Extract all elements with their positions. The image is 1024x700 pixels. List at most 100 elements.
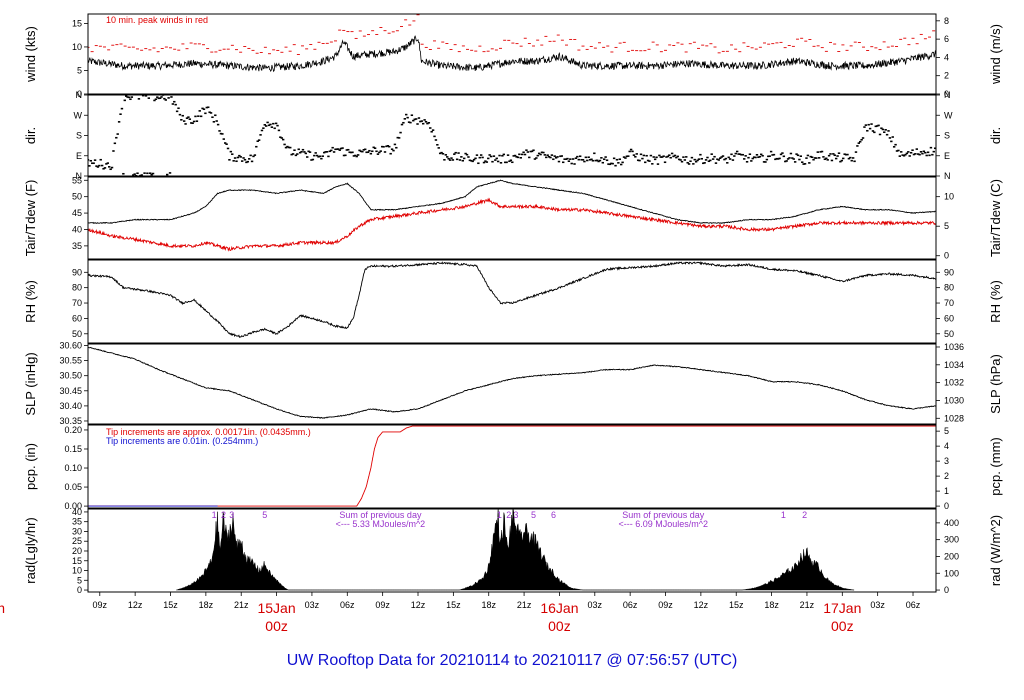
right-tick-label: 70	[944, 298, 954, 308]
left-tick-label: 30.45	[59, 386, 82, 396]
dir-series-0	[88, 95, 936, 176]
x-tick-label: 21z	[234, 600, 249, 610]
right-tick-label: 90	[944, 267, 954, 277]
left-tick-label: 10	[72, 42, 82, 52]
chart-title: UW Rooftop Data for 20210114 to 20210117…	[287, 652, 738, 669]
panel-frame-rad	[87, 508, 937, 593]
right-tick-label: 0	[944, 585, 949, 595]
x-tick-label: 09z	[658, 600, 673, 610]
left-tick-label: 0.00	[64, 501, 82, 511]
pcp-note: Tip increments are approx. 0.00171in. (0…	[106, 427, 311, 437]
x-tick-label: 09z	[375, 600, 390, 610]
right-tick-label: 1032	[944, 378, 964, 388]
right-tick-label: 300	[944, 535, 959, 545]
left-tick-label: 50	[72, 329, 82, 339]
right-tick-label: 100	[944, 568, 959, 578]
right-axis-label: pcp. (mm)	[988, 437, 1003, 496]
right-tick-label: 0	[944, 251, 949, 261]
right-axis-label: rad (W/m^2)	[988, 515, 1003, 586]
right-tick-label: W	[944, 110, 953, 120]
day-sum-label: Sum of previous day	[622, 510, 705, 520]
right-axis-label: wind (m/s)	[988, 24, 1003, 85]
left-tick-label: 30.60	[59, 341, 82, 351]
panel-wind: 0 5 10 15 0 2 4 6 8 wind (kts) wind (m/s) 10 min. p…	[23, 13, 1003, 99]
hour-marker: 2	[221, 510, 226, 520]
right-tick-label: 2	[944, 471, 949, 481]
tair-series-1	[88, 197, 936, 252]
day-label: 17Jan	[823, 600, 861, 616]
right-tick-label: 3	[944, 456, 949, 466]
left-tick-label: 35	[72, 241, 82, 251]
x-tick-label: 18z	[764, 600, 779, 610]
right-tick-label: 1036	[944, 342, 964, 352]
right-tick-label: 0	[944, 501, 949, 511]
right-axis-tair: 0 5 10	[936, 192, 954, 261]
right-tick-label: 0	[944, 89, 949, 99]
left-tick-label: 30.50	[59, 371, 82, 381]
hour-marker: 5	[531, 510, 536, 520]
right-tick-label: 1030	[944, 395, 964, 405]
left-tick-label: 70	[72, 298, 82, 308]
left-axis-label: dir.	[23, 127, 38, 144]
panel-frame-dir	[87, 94, 937, 177]
pcp-note: Tip increments are 0.01in. (0.254mm.)	[106, 436, 258, 446]
right-tick-label: 2	[944, 71, 949, 81]
x-tick-label: 21z	[800, 600, 815, 610]
left-axis-label: rad(Lgly/hr)	[23, 517, 38, 583]
left-axis-tair: 35 40 45 50 55	[72, 175, 88, 251]
left-tick-label: E	[76, 151, 82, 161]
left-axis-slp: 30.35 30.40 30.45 30.50 30.55 30.60	[59, 341, 88, 426]
left-tick-label: 15	[72, 556, 82, 566]
hour-marker: 6	[551, 510, 556, 520]
left-tick-label: 40	[72, 507, 82, 517]
hour-marker: 3	[513, 510, 518, 520]
right-axis-label: dir.	[988, 127, 1003, 144]
left-tick-label: 15	[72, 18, 82, 28]
hour-marker: 2	[506, 510, 511, 520]
right-axis-label: SLP (hPa)	[988, 354, 1003, 414]
right-tick-label: 1028	[944, 413, 964, 423]
right-tick-label: 1	[944, 486, 949, 496]
panel-frame-rh	[87, 259, 937, 344]
plot-area-dir	[88, 95, 936, 176]
left-tick-label: 0.10	[64, 463, 82, 473]
x-tick-label: 06z	[623, 600, 638, 610]
x-tick-label: 09z	[93, 600, 108, 610]
right-tick-label: 400	[944, 518, 959, 528]
right-axis-pcp: 0 1 2 3 4 5	[936, 426, 949, 511]
left-tick-label: 35	[72, 517, 82, 527]
x-tick-label: 15z	[446, 600, 461, 610]
right-tick-label: 1034	[944, 360, 964, 370]
left-tick-label: 30	[72, 526, 82, 536]
left-axis-label: RH (%)	[23, 280, 38, 323]
hour-marker: 5	[262, 510, 267, 520]
plot-area-pcp	[88, 425, 936, 507]
panel-frame-pcp	[87, 424, 937, 509]
wind-series-1	[88, 14, 936, 55]
right-tick-label: E	[944, 151, 950, 161]
right-tick-label: 50	[944, 329, 954, 339]
left-tick-label: W	[74, 110, 83, 120]
right-tick-label: 4	[944, 441, 949, 451]
right-tick-label: 80	[944, 283, 954, 293]
right-axis-label: RH (%)	[988, 280, 1003, 323]
rh-series-0	[88, 260, 936, 339]
right-axis-rh: 50 60 70 80 90	[936, 267, 954, 339]
left-tick-label: 0	[77, 89, 82, 99]
right-axis-rad: 0 100 200 300 400	[936, 518, 959, 595]
panel-frame-tair	[87, 176, 937, 260]
left-axis-label: Tair/Tdew (F)	[23, 180, 38, 257]
right-axis-slp: 1028 1030 1032 1034 1036	[936, 342, 964, 423]
day-label: 15Jan	[257, 600, 295, 616]
x-tick-label: 06z	[340, 600, 355, 610]
right-axis-label: Tair/Tdew (C)	[988, 179, 1003, 257]
left-tick-label: 10	[72, 566, 82, 576]
left-tick-label: 90	[72, 267, 82, 277]
day-hour-label: 00z	[265, 618, 288, 634]
day-sum-value: <--- 6.09 MJoules/m^2	[619, 519, 709, 529]
hour-marker: 1	[497, 510, 502, 520]
wind-series-0	[88, 35, 936, 73]
